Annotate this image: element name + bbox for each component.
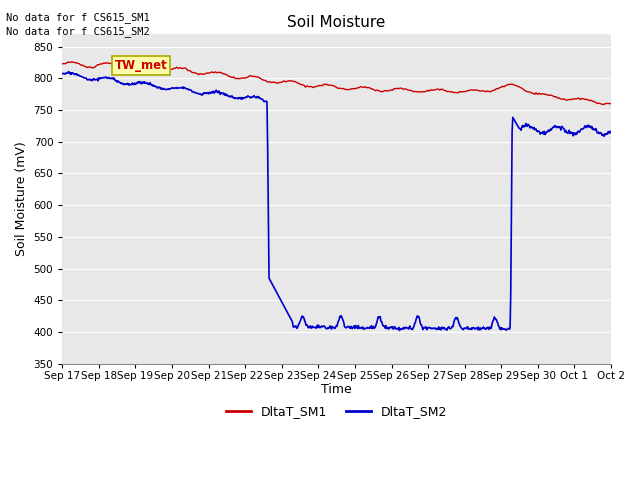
Title: Soil Moisture: Soil Moisture <box>287 15 386 30</box>
Text: No data for f CS615_SM2: No data for f CS615_SM2 <box>6 26 150 37</box>
Y-axis label: Soil Moisture (mV): Soil Moisture (mV) <box>15 142 28 256</box>
Text: No data for f CS615_SM1: No data for f CS615_SM1 <box>6 12 150 23</box>
Legend: DltaT_SM1, DltaT_SM2: DltaT_SM1, DltaT_SM2 <box>221 400 452 423</box>
Text: TW_met: TW_met <box>115 59 167 72</box>
X-axis label: Time: Time <box>321 384 352 396</box>
